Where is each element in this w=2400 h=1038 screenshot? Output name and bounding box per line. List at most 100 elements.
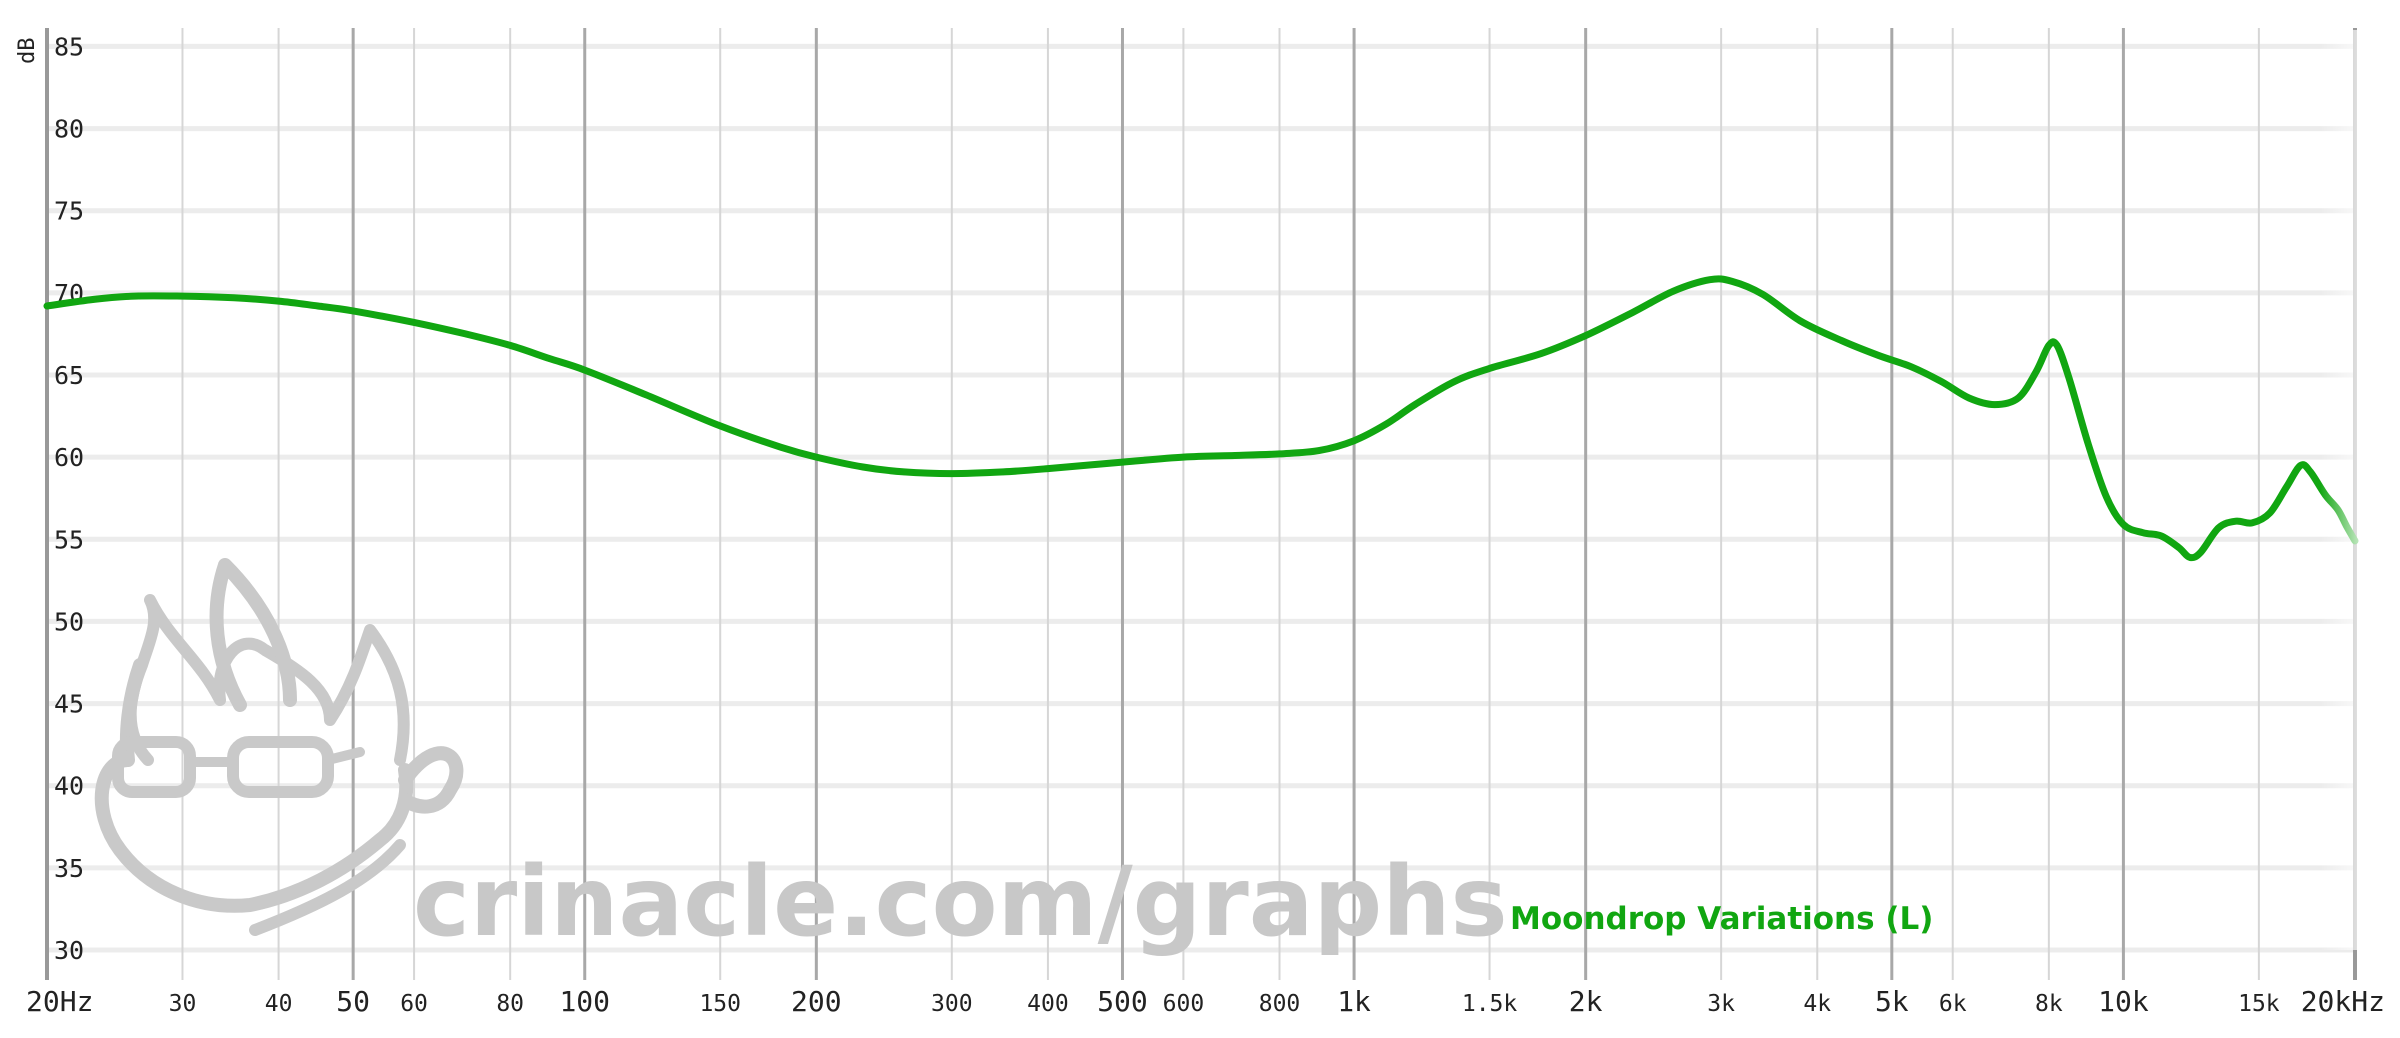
legend: Moondrop Variations (L): [1510, 901, 1933, 937]
y-tick-label: 40: [54, 772, 84, 801]
x-tick-label: 4k: [1803, 991, 1831, 1017]
data-point: [859, 463, 867, 471]
x-tick-label: 6k: [1939, 991, 1967, 1017]
data-point: [90, 296, 97, 303]
data-point: [275, 297, 282, 305]
data-point: [410, 319, 418, 326]
data-point: [2186, 554, 2194, 561]
data-point: [1000, 468, 1007, 476]
data-point: [1451, 378, 1458, 385]
x-tick-label: 50: [336, 985, 370, 1018]
y-tick-label: 65: [54, 361, 84, 390]
data-point: [777, 444, 785, 451]
data-point: [2158, 532, 2165, 540]
data-point: [2197, 549, 2204, 556]
data-point: [1938, 378, 1945, 385]
data-point: [2232, 518, 2240, 525]
data-point: [813, 453, 820, 461]
y-axis-label: dB: [15, 38, 40, 65]
data-point: [1991, 401, 1998, 408]
data-point: [349, 307, 357, 315]
data-point: [1044, 465, 1052, 472]
data-point: [1119, 458, 1126, 466]
data-point: [1382, 421, 1390, 428]
x-tick-label: 8k: [2035, 991, 2063, 1017]
x-tick-label: 60: [400, 991, 428, 1017]
data-point: [2085, 440, 2092, 448]
x-tick-label: 100: [559, 985, 610, 1018]
data-point: [506, 342, 514, 349]
data-point: [2297, 462, 2304, 469]
data-point: [1582, 332, 1589, 339]
data-point: [179, 292, 186, 300]
data-point: [2120, 521, 2127, 528]
y-tick-label: 50: [54, 607, 84, 636]
data-point: [1537, 350, 1545, 357]
x-tick-label: 200: [791, 985, 842, 1018]
data-point: [2307, 468, 2314, 476]
legend-entry[interactable]: Moondrop Variations (L): [1510, 901, 1933, 937]
data-point: [1486, 365, 1493, 372]
y-tick-label: 75: [54, 197, 84, 226]
data-point: [1276, 450, 1283, 458]
data-point: [717, 422, 724, 430]
x-tick-label: 150: [699, 991, 741, 1017]
series-line-0: [43, 275, 2359, 562]
data-point: [2266, 509, 2274, 517]
data-point: [1629, 309, 1636, 316]
data-point: [1670, 288, 1677, 295]
y-tick-label: 60: [54, 443, 84, 472]
x-tick-label: 1k: [1337, 985, 1371, 1018]
x-tick-label: 20kHz: [2301, 985, 2385, 1018]
y-tick-label: 30: [54, 936, 84, 965]
y-tick-label: 35: [54, 854, 84, 883]
x-tick-label: 80: [496, 991, 524, 1017]
data-point: [131, 292, 138, 300]
y-tick-label: 55: [54, 525, 84, 554]
data-point: [546, 355, 553, 362]
data-point: [2015, 394, 2022, 402]
x-tick-label: 1.5k: [1462, 991, 1518, 1017]
y-tick-label: 45: [54, 690, 84, 719]
data-point: [642, 391, 649, 398]
data-point: [230, 294, 238, 301]
x-tick-label: 800: [1259, 991, 1301, 1017]
data-point: [2248, 519, 2256, 527]
x-tick-label: 40: [265, 991, 293, 1017]
x-tick-label: 3k: [1707, 991, 1735, 1017]
data-point: [2139, 529, 2147, 536]
y-tick-label: 80: [54, 115, 84, 144]
y-tick-label: 85: [54, 32, 84, 61]
x-tick-label: 20Hz: [26, 985, 93, 1018]
data-point: [1796, 317, 1804, 324]
data-point: [1231, 452, 1239, 459]
data-point: [2175, 544, 2182, 551]
data-point: [1965, 394, 1973, 402]
data-point: [1759, 291, 1767, 298]
x-tick-label: 300: [931, 991, 973, 1017]
data-point: [1411, 401, 1419, 408]
data-point: [900, 468, 908, 476]
watermark-text: crinacle.com/graphs: [413, 846, 1508, 958]
data-point: [2065, 375, 2073, 382]
x-tick-label: 400: [1027, 991, 1069, 1017]
data-point: [462, 330, 469, 338]
data-point: [581, 366, 588, 374]
crinacle-mascot-logo: [94, 558, 464, 936]
data-point: [2032, 368, 2040, 375]
grid: [45, 28, 2357, 980]
data-point: [1728, 278, 1736, 285]
data-point: [1706, 276, 1714, 283]
series: [43, 30, 2360, 950]
data-point: [2215, 524, 2222, 531]
x-tick-label: 15k: [2238, 991, 2280, 1017]
data-point: [948, 470, 956, 477]
data-point: [2283, 483, 2290, 490]
x-tick-label: 5k: [1875, 985, 1909, 1018]
x-tick-label: 2k: [1569, 985, 1603, 1018]
data-point: [1350, 437, 1358, 444]
data-point: [1180, 453, 1187, 461]
data-point: [1315, 447, 1323, 454]
x-tick-label: 500: [1097, 985, 1148, 1018]
